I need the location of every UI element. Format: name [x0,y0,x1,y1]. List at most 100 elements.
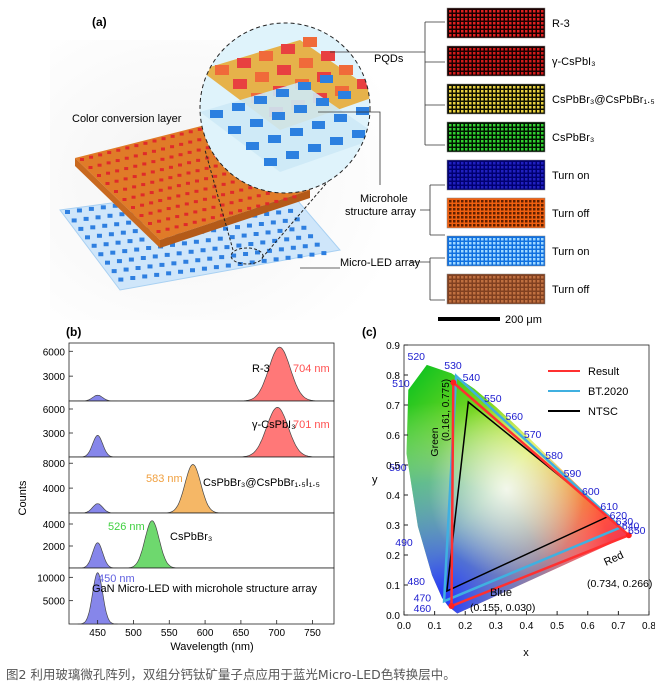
swatch-dot [449,90,452,93]
swatch-dot [465,136,468,139]
swatch-dot [541,30,544,33]
color-pixel [174,225,179,229]
swatch-dot [505,254,508,257]
swatch-dot [513,124,516,127]
swatch-dot [529,102,532,105]
swatch-dot [537,262,540,265]
swatch-dot [457,132,460,135]
swatch-dot [465,292,468,295]
swatch-dot [541,292,544,295]
swatch-dot [473,182,476,185]
swatch-dot [457,18,460,21]
color-pixel [134,144,139,148]
swatch-dot [497,174,500,177]
swatch-dot [513,276,516,279]
swatch-dot [533,262,536,265]
swatch-dot [465,182,468,185]
swatch-dot [485,258,488,261]
swatch-dot [477,262,480,265]
swatch-dot [525,246,528,249]
x-tick-label: 0.4 [520,621,534,632]
swatch-dot [461,208,464,211]
swatch-dot [497,162,500,165]
swatch-dot [485,262,488,265]
microled-pixel [276,210,282,215]
swatch-dot [525,170,528,173]
swatch-dot [501,204,504,207]
zoom-blue-pixel [334,114,347,122]
swatch-dot [461,288,464,291]
swatch-dot [453,30,456,33]
swatch-dot [477,166,480,169]
swatch-dot [505,136,508,139]
color-pixel [256,204,261,208]
swatch-dot [481,60,484,63]
swatch-dot [505,292,508,295]
swatch-dot [481,288,484,291]
swatch-dot [449,224,452,227]
swatch-dot [485,10,488,13]
swatch-dot [541,26,544,29]
swatch-dot [517,288,520,291]
swatch-dot [457,300,460,303]
color-pixel [122,198,127,201]
microled-pixel [302,244,308,249]
swatch-dot [477,242,480,245]
swatch-dot [501,242,504,245]
swatch-dot [449,124,452,127]
swatch-dot [481,292,484,295]
swatch-dot [485,90,488,93]
swatch-dot [497,224,500,227]
swatch-dot [505,10,508,13]
swatch-dot [485,18,488,21]
swatch-dot [537,144,540,147]
swatch-dot [533,170,536,173]
swatch-dot [501,18,504,21]
swatch-dot [541,212,544,215]
y-tick-label: 0.1 [386,581,400,592]
swatch-dot [541,128,544,131]
swatch-dot [541,132,544,135]
swatch-dot [469,166,472,169]
microled-pixel [260,240,266,245]
swatch-dot [509,140,512,143]
swatch-dot [521,166,524,169]
swatch-dot [449,18,452,21]
swatch-dot [485,30,488,33]
swatch-dot [457,186,460,189]
swatch-dot [533,166,536,169]
swatch-dot [473,26,476,29]
microled-pixel [88,206,94,211]
swatch-dot [505,48,508,51]
color-pixel [195,169,200,173]
swatch-dot [541,242,544,245]
swatch-dot [485,170,488,173]
microled-pixel [164,252,170,257]
swatch-dot [473,148,476,151]
swatch-dot [469,102,472,105]
color-pixel [210,216,215,220]
swatch-dot [509,90,512,93]
swatch-dot [525,148,528,151]
color-pixel [150,180,155,184]
color-pixel [156,230,161,233]
swatch-dot [473,276,476,279]
swatch-dot [477,200,480,203]
swatch-dot [477,64,480,67]
swatch-dot [449,204,452,207]
swatch-dot [517,10,520,13]
swatch-dot [457,48,460,51]
swatch-dot [525,110,528,113]
swatch-dot [461,224,464,227]
swatch-dot [469,182,472,185]
color-pixel [202,208,207,212]
wavelength-label: 580 [545,450,563,462]
color-pixel [115,159,120,163]
swatch-dot [537,140,540,143]
swatch-dot [485,128,488,131]
y-tick-label: 0.5 [386,461,400,472]
swatch-dot [529,212,532,215]
x-tick-label: 0.3 [489,621,503,632]
swatch-dot [529,288,532,291]
swatch-dot [469,280,472,283]
